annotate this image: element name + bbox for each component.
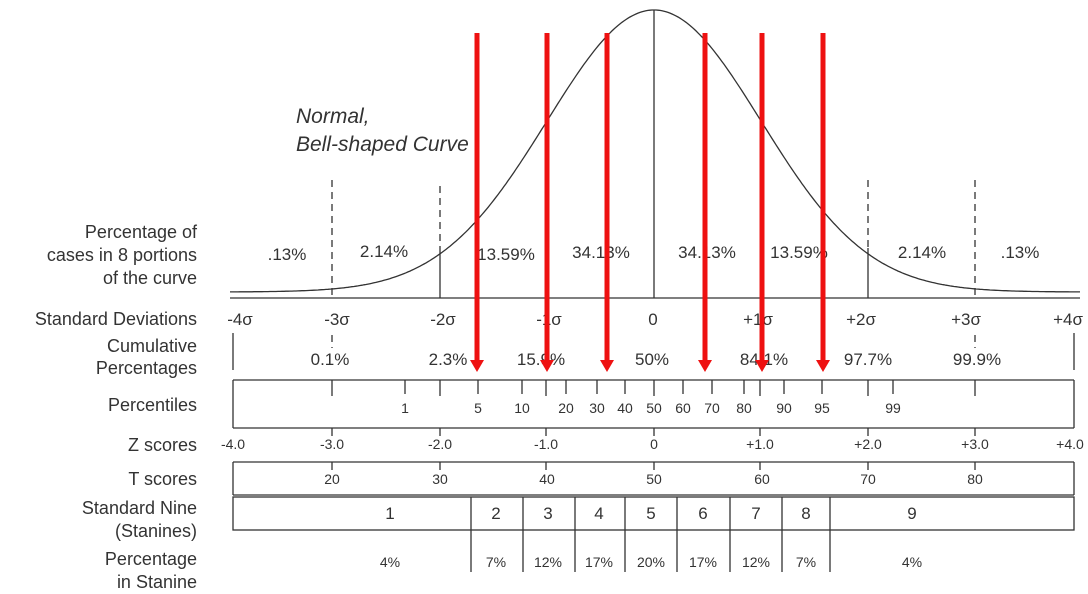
z-score-label: -2.0 <box>428 436 452 452</box>
row-label-t: T scores <box>128 469 197 489</box>
z-score-label: +2.0 <box>854 436 882 452</box>
red-arrow-head <box>816 360 830 372</box>
z-score-label: +4.0 <box>1056 436 1084 452</box>
row-label-z: Z scores <box>128 435 197 455</box>
stanine-label: 1 <box>385 504 394 523</box>
stanine-label: 5 <box>646 504 655 523</box>
sd-label: 0 <box>648 310 657 329</box>
row-label-cumulative-2: Percentages <box>96 358 197 378</box>
red-arrow-head <box>755 360 769 372</box>
row-label-std-dev: Standard Deviations <box>35 309 197 329</box>
row-label-pct-cases-2: cases in 8 portions <box>47 245 197 265</box>
row-label-pct-stanine-1: Percentage <box>105 549 197 569</box>
stanine-pct: 7% <box>796 554 816 570</box>
percentile-label: 10 <box>514 400 530 416</box>
sd-label: -3σ <box>324 310 350 329</box>
sd-label: +4σ <box>1053 310 1083 329</box>
red-arrow-head <box>600 360 614 372</box>
z-score-ticks <box>331 428 976 436</box>
red-arrow-head <box>698 360 712 372</box>
percentile-ticks <box>331 380 976 396</box>
bell-curve <box>230 9 1080 293</box>
sd-label: +3σ <box>951 310 981 329</box>
portion-pct: 2.14% <box>360 242 408 261</box>
stanine-label: 3 <box>543 504 552 523</box>
stanine-pct-dividers <box>470 530 831 572</box>
stanine-pct: 4% <box>902 554 922 570</box>
row-label-percentiles: Percentiles <box>108 395 197 415</box>
red-arrow-head <box>540 360 554 372</box>
row-label-cumulative-1: Cumulative <box>107 336 197 356</box>
portion-pct: 34.13% <box>572 243 630 262</box>
stanine-pct: 17% <box>585 554 613 570</box>
t-score-label: 70 <box>860 471 876 487</box>
percentile-label: 1 <box>401 400 409 416</box>
curve-title-line2: Bell-shaped Curve <box>296 133 469 156</box>
red-arrows <box>470 33 830 372</box>
row-label-pct-cases-1: Percentage of <box>85 222 198 242</box>
percentile-label: 95 <box>814 400 830 416</box>
stanine-pct: 12% <box>742 554 770 570</box>
cumulative-pct: 0.1% <box>311 350 350 369</box>
t-score-label: 20 <box>324 471 340 487</box>
row-label-pct-stanine-2: in Stanine <box>117 572 197 592</box>
stanine-label: 7 <box>751 504 760 523</box>
red-arrow-head <box>470 360 484 372</box>
stanine-dividers <box>470 497 831 530</box>
percentile-label: 60 <box>675 400 691 416</box>
percentile-label: 50 <box>646 400 662 416</box>
curve-title-line1: Normal, <box>296 105 370 128</box>
z-score-label: -1.0 <box>534 436 558 452</box>
stanine-band <box>232 496 1075 531</box>
stanine-pct: 4% <box>380 554 400 570</box>
stanine-pct: 12% <box>534 554 562 570</box>
cumulative-pct: 2.3% <box>429 350 468 369</box>
z-score-label: 0 <box>650 436 658 452</box>
t-score-label: 60 <box>754 471 770 487</box>
t-score-label: 80 <box>967 471 983 487</box>
stanine-pct: 7% <box>486 554 506 570</box>
portion-pct: .13% <box>1001 243 1040 262</box>
cumulative-pct: 97.7% <box>844 350 892 369</box>
row-label-stanine-2: (Stanines) <box>115 521 197 541</box>
sd-label: -4σ <box>227 310 253 329</box>
row-label-pct-cases-3: of the curve <box>103 268 197 288</box>
percentile-label: 80 <box>736 400 752 416</box>
stanine-label: 9 <box>907 504 916 523</box>
sd-label: +2σ <box>846 310 876 329</box>
percentile-label: 40 <box>617 400 633 416</box>
sd-label: +1σ <box>743 310 773 329</box>
percentile-label: 30 <box>589 400 605 416</box>
stanine-label: 6 <box>698 504 707 523</box>
percentile-label: 99 <box>885 400 901 416</box>
percentile-label: 20 <box>558 400 574 416</box>
percentile-label: 90 <box>776 400 792 416</box>
percentile-label: 5 <box>474 400 482 416</box>
cumulative-pct: 99.9% <box>953 350 1001 369</box>
stanine-label: 4 <box>594 504 603 523</box>
row-label-stanine-1: Standard Nine <box>82 498 197 518</box>
cumulative-pct: 15.9% <box>517 350 565 369</box>
z-score-label: -3.0 <box>320 436 344 452</box>
z-score-label: +1.0 <box>746 436 774 452</box>
z-score-label: +3.0 <box>961 436 989 452</box>
portion-pct: .13% <box>268 245 307 264</box>
stanine-label: 8 <box>801 504 810 523</box>
t-score-label: 40 <box>539 471 555 487</box>
cumulative-pct: 50% <box>635 350 669 369</box>
portion-pct: 13.59% <box>477 245 535 264</box>
stanine-label: 2 <box>491 504 500 523</box>
portion-pct: 2.14% <box>898 243 946 262</box>
portion-pct: 13.59% <box>770 243 828 262</box>
t-score-ticks <box>331 462 976 470</box>
stanine-pct: 17% <box>689 554 717 570</box>
t-score-label: 50 <box>646 471 662 487</box>
z-score-label: -4.0 <box>221 436 245 452</box>
t-score-label: 30 <box>432 471 448 487</box>
sd-label: -2σ <box>430 310 456 329</box>
percentile-label: 70 <box>704 400 720 416</box>
stanine-pct: 20% <box>637 554 665 570</box>
